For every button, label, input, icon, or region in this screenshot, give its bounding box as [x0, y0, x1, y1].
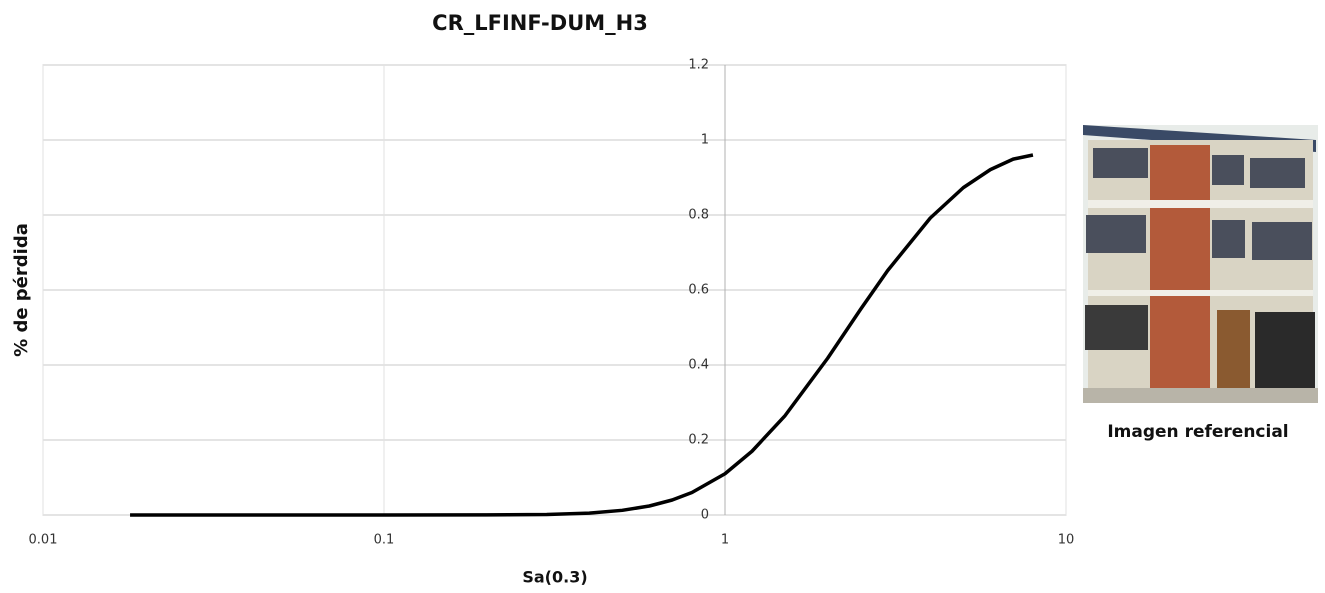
y-tick-label: 0: [701, 508, 709, 523]
chart-title: CR_LFINF-DUM_H3: [432, 11, 648, 35]
y-tick-label: 0.4: [688, 358, 709, 373]
y-tick-label: 0.6: [688, 283, 709, 298]
y-axis-title: % de pérdida: [11, 223, 32, 357]
reference-photo: [1083, 125, 1318, 403]
x-tick-label: 10: [1058, 533, 1075, 548]
y-tick-label: 0.8: [688, 208, 709, 223]
x-tick-label: 1: [721, 533, 729, 548]
y-tick-label: 1: [701, 133, 709, 148]
x-axis-title: Sa(0.3): [522, 568, 587, 587]
image-caption: Imagen referencial: [1107, 422, 1288, 442]
x-tick-label: 0.01: [29, 533, 58, 548]
y-tick-label: 1.2: [688, 58, 709, 73]
y-tick-label: 0.2: [688, 433, 709, 448]
x-tick-label: 0.1: [374, 533, 395, 548]
loss-curve: [130, 153, 1034, 517]
